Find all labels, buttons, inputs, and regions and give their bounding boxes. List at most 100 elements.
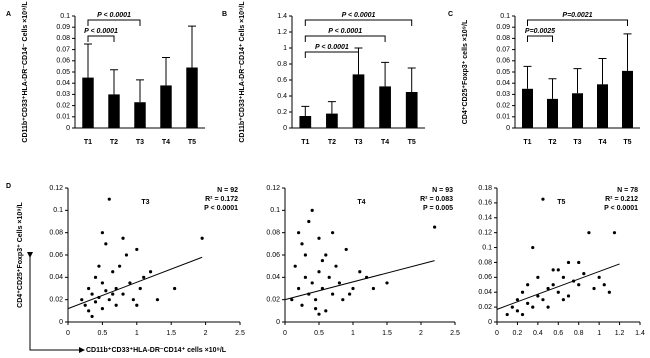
- y-tick-label: 0: [276, 319, 280, 326]
- point: [520, 312, 525, 317]
- point: [551, 283, 555, 287]
- y-tick-label: 1: [283, 45, 287, 52]
- point: [310, 281, 314, 285]
- x-tick-label: 0.6: [553, 330, 563, 337]
- y-tick-label: 0.08: [56, 35, 70, 42]
- x-tick-label: T4: [381, 139, 389, 146]
- y-tick-label: 0.06: [49, 252, 63, 259]
- bar: [134, 102, 146, 128]
- x-tick-label: T5: [408, 139, 416, 146]
- error-bar: [327, 101, 336, 114]
- point: [433, 225, 437, 229]
- error-bar: [623, 33, 632, 71]
- point: [114, 286, 118, 291]
- panel-label: B: [222, 11, 227, 18]
- point: [546, 305, 550, 309]
- stat-text: R² = 0.212: [605, 196, 638, 203]
- x-tick-label: T1: [301, 139, 309, 146]
- bar: [160, 85, 172, 128]
- y-axis-label: CD11b⁺CD33⁺HLA-DR⁻CD14⁺ Cells ×10⁹/L: [239, 1, 246, 143]
- point: [138, 286, 142, 291]
- bar: [405, 92, 418, 128]
- x-tick-label: T2: [548, 139, 556, 146]
- point: [602, 283, 606, 287]
- x-tick-label: 0: [283, 330, 287, 337]
- point: [551, 268, 555, 272]
- y-tick-label: 0.07: [56, 46, 70, 53]
- y-tick-label: 0.03: [56, 91, 70, 98]
- error-bar: [523, 65, 532, 89]
- y-tick-label: 0.08: [478, 259, 492, 266]
- x-tick-label: 2: [204, 330, 208, 337]
- y-tick-label: 0.12: [49, 185, 63, 192]
- point: [358, 270, 362, 274]
- point: [121, 292, 125, 296]
- significance-bracket: [304, 19, 413, 26]
- point: [100, 307, 104, 311]
- point: [314, 307, 318, 311]
- y-axis-label: CD4⁺CD25⁺Foxp3⁺ Cells ×10⁹/L: [17, 201, 24, 307]
- y-tick-label: 0: [59, 319, 63, 326]
- point: [561, 275, 565, 279]
- point: [587, 231, 591, 235]
- point: [128, 281, 132, 285]
- error-bar: [598, 58, 607, 85]
- error-bar: [162, 56, 170, 86]
- y-tick-label: 0.12: [478, 230, 492, 237]
- y-tick-label: 0.1: [53, 207, 63, 214]
- point: [142, 275, 146, 279]
- point: [520, 290, 525, 294]
- point: [135, 303, 139, 307]
- error-bar: [407, 67, 416, 92]
- y-tick-label: 1.4: [277, 13, 287, 20]
- point: [111, 292, 115, 296]
- stat-text: R² = 0.172: [205, 196, 238, 203]
- point: [307, 219, 311, 224]
- stat-text: P < 0.0001: [204, 205, 238, 212]
- point: [582, 272, 586, 276]
- bar: [622, 70, 633, 128]
- x-tick-label: T1: [84, 139, 92, 146]
- stat-text: P < 0.0001: [604, 205, 638, 212]
- y-tick-label: 0.02: [478, 304, 492, 311]
- x-tick-label: 1: [135, 330, 139, 337]
- point: [87, 286, 91, 291]
- point: [334, 264, 338, 268]
- point: [118, 264, 122, 268]
- y-tick-label: 0: [488, 319, 492, 326]
- point: [531, 245, 535, 250]
- bar: [597, 84, 608, 128]
- x-axis-label: CD11b⁺CD33⁺HLA-DR⁻CD14⁺ cells ×10⁹/L: [86, 347, 227, 354]
- y-tick-label: 0.18: [478, 185, 492, 192]
- point: [317, 236, 321, 240]
- point: [293, 264, 297, 268]
- point: [104, 289, 108, 293]
- x-tick-label: 1: [351, 330, 355, 337]
- significance-bracket: [87, 19, 141, 26]
- stat-text: N = 93: [432, 187, 453, 194]
- y-axis-label: CD11b⁺CD33⁺HLA-DR⁻CD14⁻ Cells ×10⁹/L: [22, 1, 29, 143]
- bar: [522, 88, 533, 128]
- bar: [572, 93, 583, 128]
- point: [93, 300, 98, 304]
- point: [148, 270, 153, 274]
- point: [577, 283, 581, 287]
- point: [297, 286, 301, 291]
- point: [341, 298, 345, 302]
- y-tick-label: 0.08: [496, 35, 510, 42]
- point: [556, 268, 560, 272]
- point: [526, 283, 530, 287]
- fit-line: [284, 260, 435, 301]
- error-bar: [110, 69, 118, 95]
- p-value: P < 0.0001: [315, 44, 349, 51]
- plot-title: T5: [557, 199, 565, 206]
- y-tick-label: 0: [66, 125, 70, 132]
- stat-text: R² = 0.083: [420, 196, 453, 203]
- y-tick-label: 0.05: [56, 69, 70, 76]
- error-bar: [301, 105, 310, 116]
- y-tick-label: 0.02: [56, 102, 70, 109]
- point: [200, 236, 204, 240]
- y-tick-label: 0.07: [496, 46, 510, 53]
- y-tick-label: 0.1: [270, 207, 280, 214]
- point: [90, 292, 94, 296]
